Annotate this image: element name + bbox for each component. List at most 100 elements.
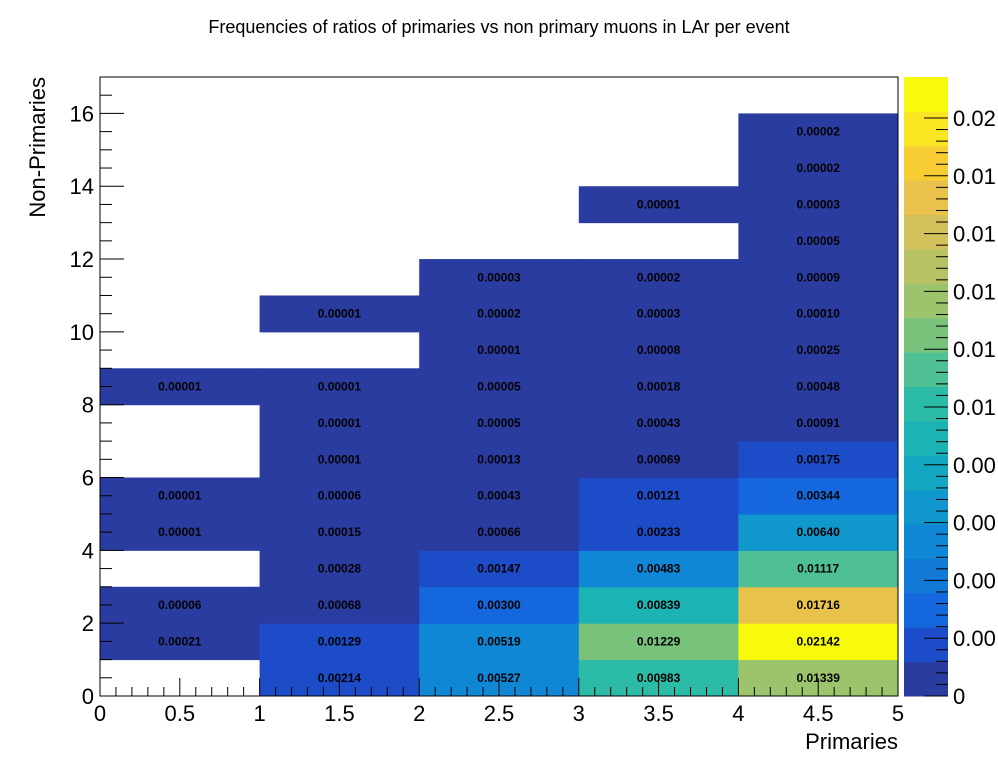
- chart-title: Frequencies of ratios of primaries vs no…: [208, 17, 789, 37]
- heatmap-cell: [738, 222, 899, 260]
- colorbar-tick-label: 0.00: [953, 568, 996, 593]
- heatmap-cell: [578, 404, 739, 442]
- heatmap-cell: [738, 113, 899, 151]
- heatmap-cell: [738, 550, 899, 588]
- cell-value-label: 0.00002: [637, 270, 681, 284]
- cell-value-label: 0.00068: [318, 598, 362, 612]
- heatmap-cell: [100, 368, 261, 406]
- cell-value-label: 0.00640: [797, 525, 841, 539]
- x-tick-label: 3.5: [643, 701, 674, 726]
- heatmap-cell: [419, 259, 580, 296]
- cell-value-label: 0.00001: [477, 343, 521, 357]
- colorbar-band: [904, 455, 948, 491]
- heatmap-cell: [419, 550, 580, 588]
- cell-value-label: 0.00025: [797, 343, 841, 357]
- heatmap-cell: [578, 295, 739, 333]
- cell-value-label: 0.00001: [637, 197, 681, 211]
- cell-value-label: 0.00001: [158, 489, 202, 503]
- heatmap-cell: [419, 295, 580, 333]
- cell-value-label: 0.02142: [797, 634, 841, 648]
- colorbar-band: [904, 352, 948, 387]
- heatmap-cell: [738, 295, 899, 333]
- y-tick-label: 12: [70, 247, 94, 272]
- heatmap-cell: [259, 441, 420, 479]
- cell-value-label: 0.00066: [477, 525, 521, 539]
- heatmap-cell: [259, 404, 420, 442]
- heatmap-cell: [738, 586, 899, 624]
- heatmap-cell: [259, 586, 420, 624]
- cell-value-label: 0.00006: [318, 489, 362, 503]
- heatmap-cell: [578, 368, 739, 406]
- heatmap-cell: [578, 441, 739, 479]
- heatmap-cell: [738, 331, 899, 369]
- cell-value-label: 0.01339: [797, 671, 841, 685]
- cell-value-label: 0.00043: [637, 416, 681, 430]
- cell-value-label: 0.00001: [318, 416, 362, 430]
- y-tick-label: 10: [70, 320, 94, 345]
- heatmap-cell: [738, 623, 899, 661]
- heatmap-cell: [259, 368, 420, 406]
- y-axis-label: Non-Primaries: [25, 77, 50, 218]
- cell-value-label: 0.00005: [477, 380, 521, 394]
- heatmap-cell: [419, 404, 580, 442]
- heatmap-cell: [259, 550, 420, 588]
- heatmap-cell: [259, 477, 420, 515]
- x-axis-label: Primaries: [805, 729, 898, 754]
- colorbar-tick-label: 0.01: [953, 395, 996, 420]
- colorbar-band: [904, 77, 948, 112]
- x-tick-label: 0.5: [165, 701, 196, 726]
- cell-value-label: 0.00175: [797, 452, 841, 466]
- cell-value-label: 0.00010: [797, 307, 841, 321]
- heatmap-cell: [419, 368, 580, 406]
- heatmap-cell: [578, 513, 739, 551]
- colorbar-band: [904, 489, 948, 525]
- colorbar-tick-label: 0.01: [953, 279, 996, 304]
- colorbar-band: [904, 524, 948, 559]
- heatmap-cell: [578, 259, 739, 296]
- x-tick-label: 2.5: [484, 701, 515, 726]
- cell-value-label: 0.00001: [158, 525, 202, 539]
- heatmap-cell: [100, 586, 261, 624]
- colorbar-band: [904, 283, 948, 319]
- heatmap-cell: [419, 477, 580, 515]
- colorbar-tick-label: 0.01: [953, 222, 996, 247]
- colorbar-tick-label: 0.00: [953, 453, 996, 478]
- cell-value-label: 0.00015: [318, 525, 362, 539]
- cell-value-label: 0.00013: [477, 452, 521, 466]
- heatmap-cells: [100, 113, 899, 697]
- colorbar-band: [904, 627, 948, 663]
- cell-value-label: 0.00839: [637, 598, 681, 612]
- heatmap-cell: [738, 404, 899, 442]
- cell-value-label: 0.01716: [797, 598, 841, 612]
- colorbar-band: [904, 248, 948, 284]
- heatmap-cell: [578, 586, 739, 624]
- heatmap-cell: [738, 368, 899, 406]
- x-tick-label: 1: [253, 701, 265, 726]
- colorbar-band: [904, 420, 948, 456]
- cell-value-label: 0.00008: [637, 343, 681, 357]
- cell-value-label: 0.00001: [318, 452, 362, 466]
- cell-value-label: 0.00983: [637, 671, 681, 685]
- colorbar-tick-label: 0.00: [953, 511, 996, 536]
- heatmap-cell: [738, 259, 899, 296]
- colorbar-tick-label: 0.00: [953, 626, 996, 651]
- cell-value-label: 0.00002: [797, 161, 841, 175]
- y-tick-label: 4: [82, 538, 94, 563]
- cell-value-label: 0.00300: [477, 598, 521, 612]
- cell-value-label: 0.00003: [477, 270, 521, 284]
- colorbar-band: [904, 111, 948, 147]
- cell-value-label: 0.00527: [477, 671, 521, 685]
- cell-value-label: 0.00483: [637, 562, 681, 576]
- heatmap-cell: [738, 441, 899, 479]
- colorbar-band: [904, 558, 948, 594]
- cell-value-label: 0.00005: [477, 416, 521, 430]
- y-tick-label: 14: [70, 174, 94, 199]
- colorbar-band: [904, 145, 948, 181]
- x-tick-label: 4.5: [803, 701, 834, 726]
- heatmap-cell: [419, 331, 580, 369]
- x-tick-label: 5: [892, 701, 904, 726]
- heatmap-cell: [738, 477, 899, 515]
- heatmap-cell-labels: 0.00021 0.00006 0.00001 0.00001 0.00001 0.002…: [158, 125, 840, 685]
- cell-value-label: 0.00003: [797, 197, 841, 211]
- cell-value-label: 0.00091: [797, 416, 841, 430]
